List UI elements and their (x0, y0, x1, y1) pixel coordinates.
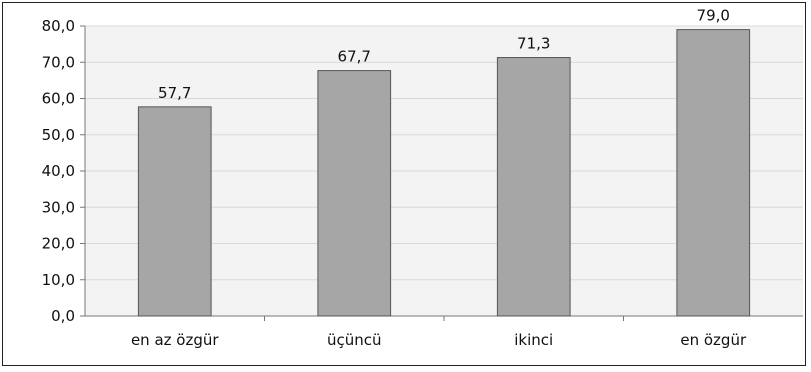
data-labels: 57,7 67,7 71,3 79,0 (158, 7, 730, 102)
x-tick-label: üçüncü (327, 331, 382, 349)
data-label: 67,7 (338, 48, 371, 66)
y-axis: 0,0 10,0 20,0 30,0 40,0 50,0 60,0 70,0 80,0 (42, 17, 86, 325)
data-label: 71,3 (517, 35, 550, 53)
bar (676, 29, 751, 317)
x-tick-label: ikinci (514, 331, 553, 349)
y-tick-label: 30,0 (42, 198, 75, 216)
y-tick-label: 10,0 (42, 271, 75, 289)
y-tick-label: 60,0 (42, 90, 75, 108)
bar (137, 106, 212, 317)
y-tick-label: 80,0 (42, 17, 75, 35)
y-tick-label: 70,0 (42, 53, 75, 71)
y-tick-label: 50,0 (42, 126, 75, 144)
y-tick-label: 0,0 (51, 307, 75, 325)
data-label: 79,0 (697, 7, 730, 25)
bar (496, 57, 571, 317)
x-tick-label: en özgür (680, 331, 747, 349)
bar (317, 70, 392, 317)
data-label: 57,7 (158, 84, 191, 102)
y-tick-label: 20,0 (42, 235, 75, 253)
x-tick-label: en az özgür (131, 331, 219, 349)
bars (137, 29, 751, 317)
x-axis: en az özgür üçüncü ikinci en özgür (85, 315, 803, 349)
y-tick-label: 40,0 (42, 162, 75, 180)
